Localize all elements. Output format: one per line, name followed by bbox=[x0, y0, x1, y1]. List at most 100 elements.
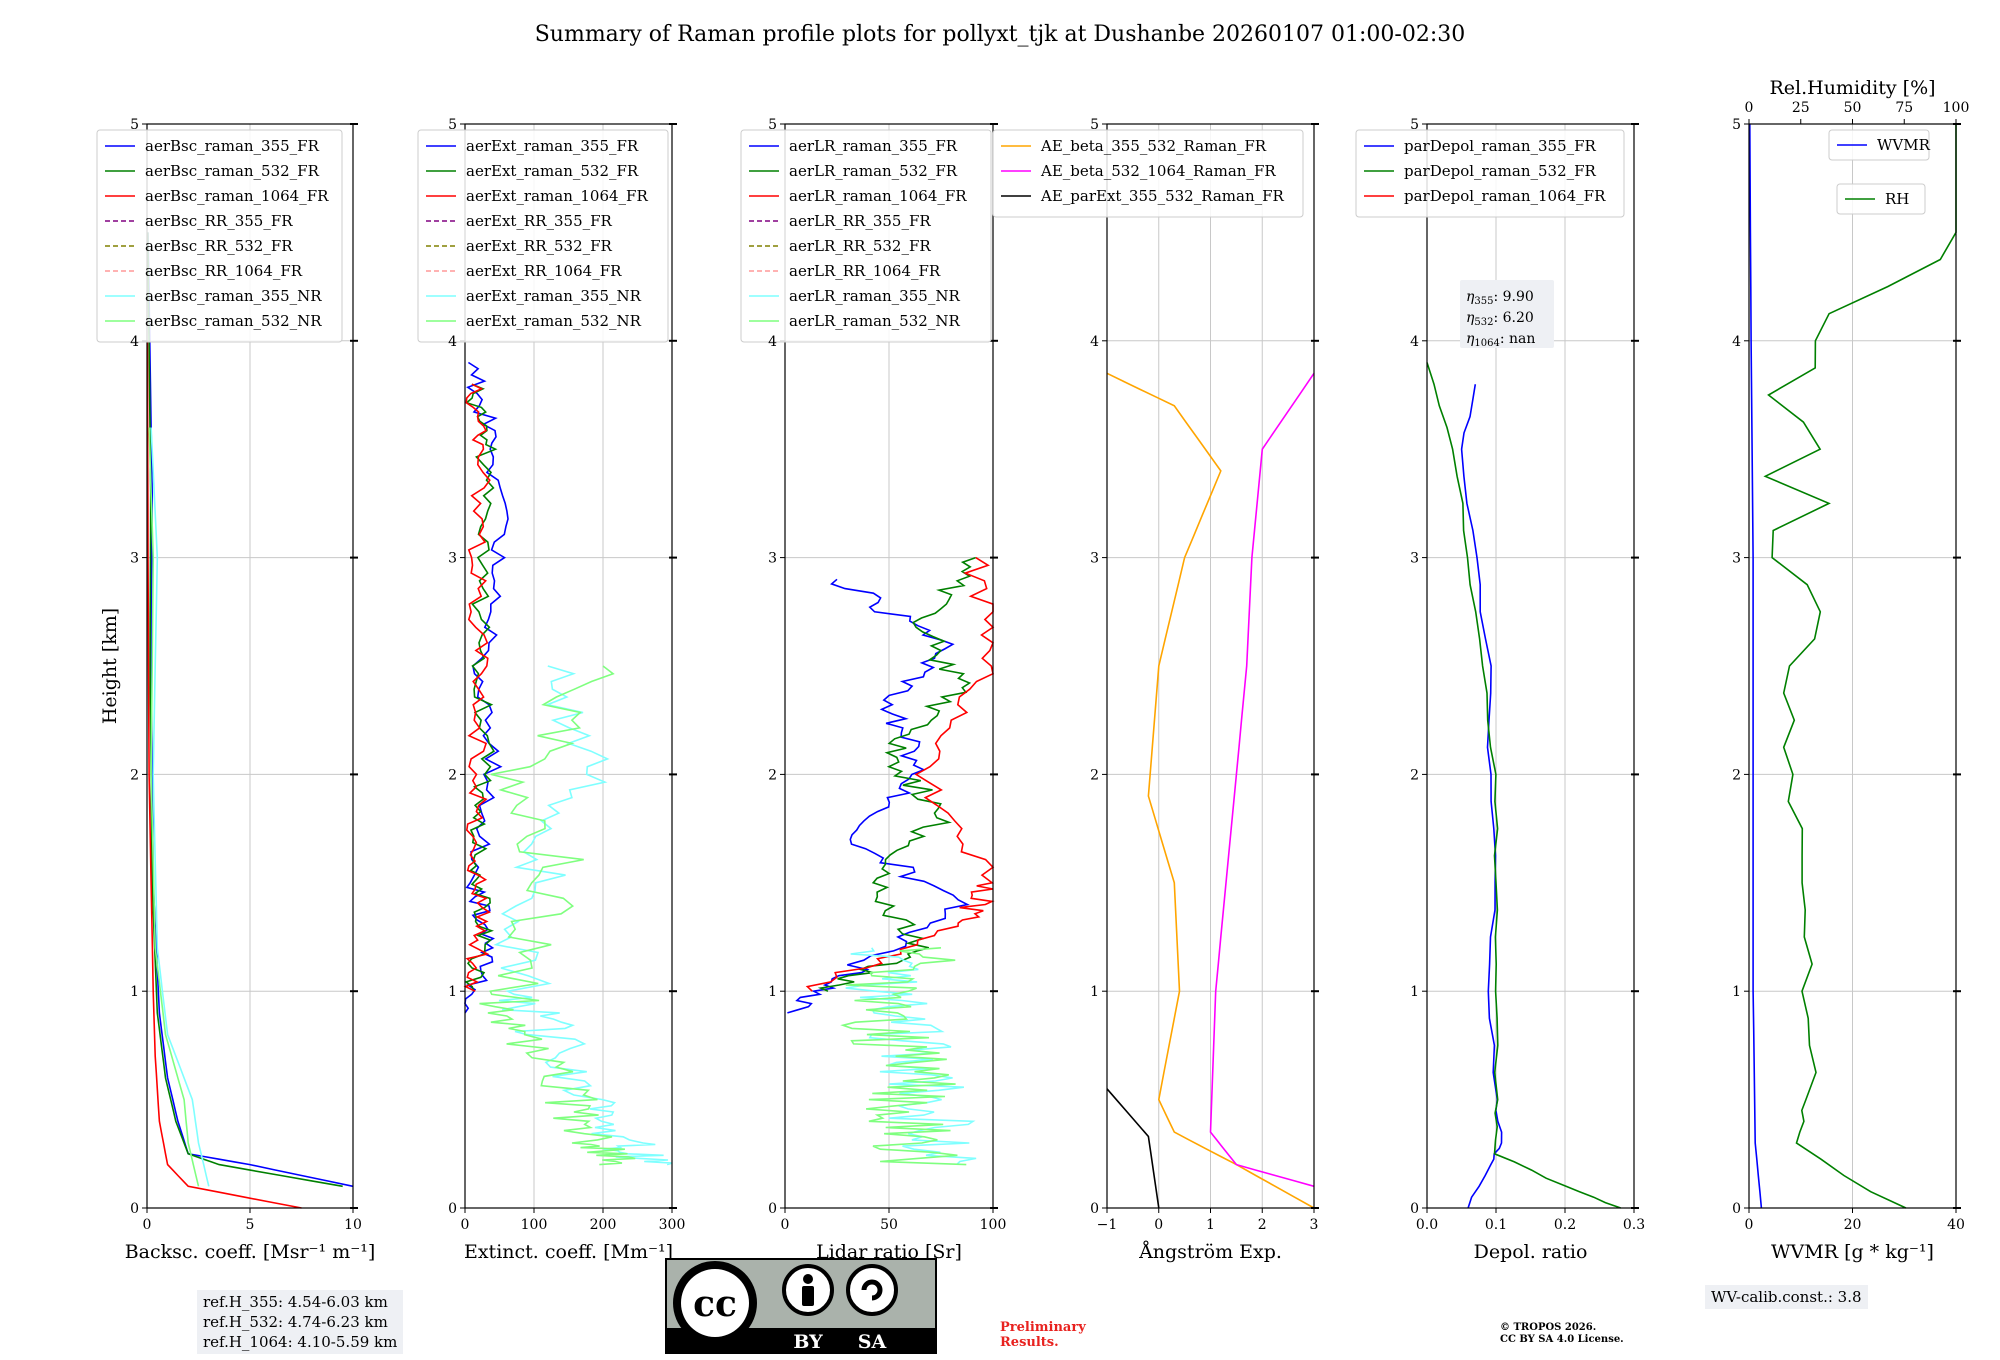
ytick-label: 3 bbox=[1410, 551, 1419, 567]
cc-license-badge: cc BY SA bbox=[665, 1258, 937, 1354]
xtick-label: 10 bbox=[344, 1217, 362, 1233]
preliminary-note: Preliminary Results. bbox=[1000, 1320, 1086, 1350]
legend-entry: aerExt_raman_355_NR bbox=[466, 287, 642, 305]
legend-entry: aerBsc_RR_1064_FR bbox=[145, 262, 303, 280]
xtick-label: 0.1 bbox=[1485, 1217, 1507, 1233]
panel-dep bbox=[1355, 123, 1639, 1213]
top-tick-label: 100 bbox=[1943, 100, 1970, 116]
xtick-label: 20 bbox=[1844, 1217, 1862, 1233]
ref-height-1064: ref.H_1064: 4.10-5.59 km bbox=[203, 1333, 398, 1351]
top-tick-label: 25 bbox=[1792, 100, 1810, 116]
xaxis-label: Ångström Exp. bbox=[1138, 1241, 1282, 1263]
ytick-label: 1 bbox=[1732, 984, 1741, 1000]
ytick-label: 2 bbox=[1410, 767, 1419, 783]
series-aerLR_raman_355_NR bbox=[845, 947, 977, 1166]
series-aerLR_raman_532_NR bbox=[840, 947, 967, 1166]
ytick-label: 1 bbox=[1410, 984, 1419, 1000]
eta-532: η532: 6.20 bbox=[1466, 310, 1534, 328]
series-RH bbox=[1763, 124, 1957, 1209]
ref-height-532: ref.H_532: 4.74-6.23 km bbox=[203, 1313, 388, 1331]
xaxis-label: Extinct. coeff. [Mm⁻¹] bbox=[464, 1241, 673, 1263]
legend-entry: AE_parExt_355_532_Raman_FR bbox=[1040, 187, 1285, 205]
ytick-label: 0 bbox=[768, 1201, 777, 1217]
legend-entry: aerBsc_raman_1064_FR bbox=[145, 187, 329, 205]
wv-calib-box: WV-calib.const.: 3.8 bbox=[1705, 1285, 1868, 1309]
ytick-label: 2 bbox=[448, 767, 457, 783]
series-aerLR_raman_532_FR bbox=[817, 556, 976, 992]
series-AE_parExt_355_532_Raman_FR bbox=[1106, 1088, 1160, 1209]
legend-box bbox=[1355, 129, 1625, 218]
axes-frame bbox=[1426, 123, 1635, 1209]
yaxis-label: Height [km] bbox=[99, 608, 121, 724]
xtick-label: 0 bbox=[143, 1217, 152, 1233]
legend-entry: aerBsc_raman_355_FR bbox=[145, 137, 320, 155]
panel-wv bbox=[1744, 119, 1961, 1213]
legend-entry: RH bbox=[1885, 190, 1909, 208]
ytick-label: 5 bbox=[448, 117, 457, 133]
xaxis-label: Depol. ratio bbox=[1474, 1241, 1588, 1263]
xtick-label: −1 bbox=[1097, 1217, 1118, 1233]
ytick-label: 4 bbox=[1410, 334, 1419, 350]
ytick-label: 4 bbox=[1732, 334, 1741, 350]
panel-ext bbox=[417, 123, 677, 1213]
ytick-label: 0 bbox=[1090, 1201, 1099, 1217]
legend-entry: aerBsc_raman_532_NR bbox=[145, 312, 322, 330]
legend-entry: aerExt_raman_532_NR bbox=[466, 312, 642, 330]
legend-entry: aerLR_raman_355_NR bbox=[789, 287, 960, 305]
xtick-label: 50 bbox=[880, 1217, 898, 1233]
legend-entry: aerExt_raman_1064_FR bbox=[466, 187, 648, 205]
ytick-label: 4 bbox=[768, 334, 777, 350]
cc-letters: cc bbox=[693, 1283, 737, 1325]
ytick-label: 3 bbox=[448, 551, 457, 567]
copyright-note: © TROPOS 2026. CC BY SA 4.0 License. bbox=[1500, 1322, 1700, 1346]
legend-entry: WVMR bbox=[1877, 136, 1931, 154]
ytick-label: 1 bbox=[130, 984, 139, 1000]
legend-entry: aerLR_raman_1064_FR bbox=[789, 187, 967, 205]
legend-entry: aerLR_raman_532_NR bbox=[789, 312, 960, 330]
legend-box-wvmr bbox=[1828, 129, 1930, 161]
xtick-label: 0.3 bbox=[1623, 1217, 1645, 1233]
xtick-label: 0.2 bbox=[1554, 1217, 1576, 1233]
ytick-label: 0 bbox=[1732, 1201, 1741, 1217]
legend-box-rh bbox=[1836, 183, 1926, 215]
ytick-label: 3 bbox=[768, 551, 777, 567]
ytick-label: 0 bbox=[448, 1201, 457, 1217]
top-tick-label: 50 bbox=[1844, 100, 1862, 116]
legend-entry: aerLR_RR_532_FR bbox=[789, 237, 931, 255]
by-person-body bbox=[802, 1286, 814, 1306]
xtick-label: 0 bbox=[461, 1217, 470, 1233]
legend-entry: aerBsc_raman_355_NR bbox=[145, 287, 322, 305]
series-aerBsc_raman_532_FR bbox=[147, 232, 343, 1188]
ytick-label: 5 bbox=[130, 117, 139, 133]
eta-355: η355: 9.90 bbox=[1466, 289, 1534, 307]
xtick-label: 5 bbox=[246, 1217, 255, 1233]
series-AE_beta_355_532_Raman_FR bbox=[1106, 372, 1315, 1209]
legend-entry: AE_beta_355_532_Raman_FR bbox=[1040, 137, 1267, 155]
ytick-label: 3 bbox=[1090, 551, 1099, 567]
legend-box bbox=[417, 129, 669, 343]
series-aerLR_raman_1064_FR bbox=[805, 556, 995, 992]
ytick-label: 2 bbox=[1090, 767, 1099, 783]
legend-box bbox=[740, 129, 992, 343]
xaxis-label: Backsc. coeff. [Msr⁻¹ m⁻¹] bbox=[125, 1241, 376, 1263]
ytick-label: 0 bbox=[1410, 1201, 1419, 1217]
legend-entry: aerExt_RR_532_FR bbox=[466, 237, 613, 255]
series-aerBsc_raman_355_NR bbox=[150, 427, 210, 1187]
ytick-label: 2 bbox=[130, 767, 139, 783]
ytick-label: 1 bbox=[1090, 984, 1099, 1000]
figure-title: Summary of Raman profile plots for polly… bbox=[534, 22, 1466, 47]
series-aerExt_raman_532_NR bbox=[479, 665, 636, 1166]
xtick-label: 0 bbox=[1745, 1217, 1754, 1233]
legend-entry: aerExt_RR_1064_FR bbox=[466, 262, 622, 280]
legend-box bbox=[96, 129, 343, 343]
eta-box bbox=[1460, 280, 1554, 348]
ytick-label: 5 bbox=[1410, 117, 1419, 133]
ytick-label: 0 bbox=[130, 1201, 139, 1217]
legend-box bbox=[992, 129, 1304, 218]
legend-entry: parDepol_raman_355_FR bbox=[1404, 137, 1597, 155]
series-aerExt_raman_1064_FR bbox=[463, 383, 491, 992]
by-person-head bbox=[803, 1274, 813, 1284]
series-aerExt_raman_355_FR bbox=[464, 361, 509, 1014]
panel-bsc bbox=[96, 123, 358, 1213]
